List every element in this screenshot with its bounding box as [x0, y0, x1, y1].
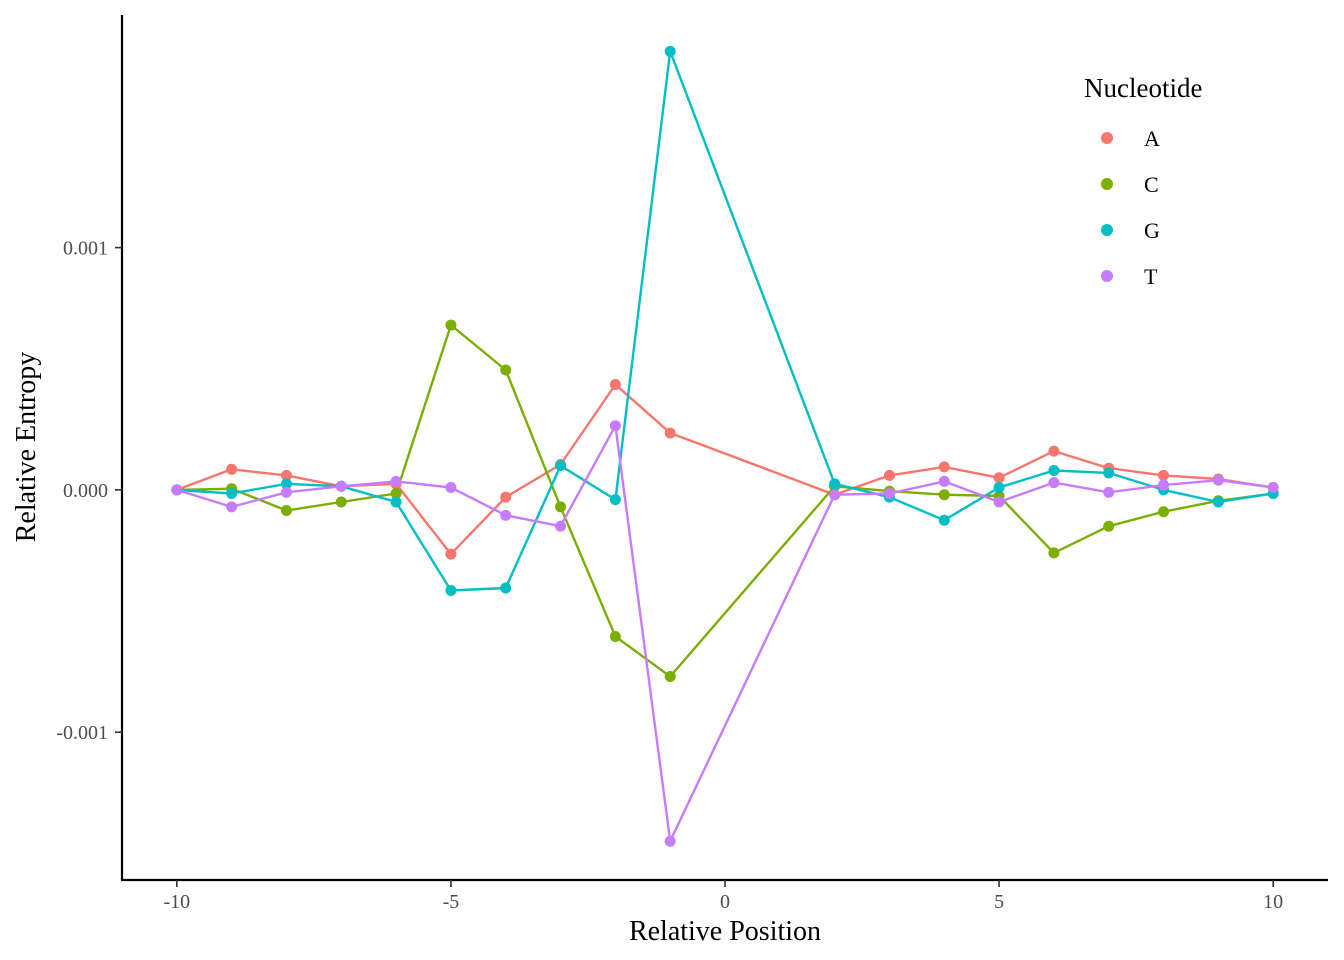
data-point-G — [555, 460, 567, 472]
data-point-C — [1103, 520, 1115, 532]
legend-label: C — [1144, 172, 1159, 197]
data-point-T — [1158, 479, 1170, 491]
data-point-A — [938, 461, 950, 473]
data-point-G — [829, 478, 841, 490]
data-point-A — [226, 463, 238, 475]
x-tick-label: -5 — [443, 891, 460, 913]
y-axis-title: Relative Entropy — [11, 352, 42, 543]
data-point-A — [609, 379, 621, 391]
legend-label: T — [1144, 264, 1158, 289]
data-point-A — [993, 472, 1005, 484]
data-point-A — [883, 469, 895, 481]
data-point-G — [1212, 496, 1224, 508]
legend-title: Nucleotide — [1084, 73, 1202, 103]
data-point-C — [938, 489, 950, 501]
x-axis-title: Relative Position — [629, 916, 821, 947]
data-point-T — [226, 501, 238, 513]
data-point-C — [664, 670, 676, 682]
data-point-A — [500, 491, 512, 503]
x-tick-label: 10 — [1263, 891, 1283, 913]
data-point-A — [664, 427, 676, 439]
data-point-T — [445, 481, 457, 493]
data-point-T — [1103, 486, 1115, 498]
data-point-T — [1048, 477, 1060, 489]
data-point-T — [993, 496, 1005, 508]
data-point-A — [280, 469, 292, 481]
y-tick-label: 0.000 — [63, 480, 108, 502]
data-point-T — [1267, 481, 1279, 493]
legend-key-A — [1101, 132, 1113, 144]
legend-key-G — [1101, 224, 1113, 236]
data-point-C — [500, 364, 512, 376]
data-point-C — [1048, 547, 1060, 559]
y-axis-ticks: -0.001 0.000 0.001 — [56, 238, 122, 744]
y-tick-label: 0.001 — [63, 238, 108, 260]
data-point-T — [500, 509, 512, 521]
data-point-T — [555, 520, 567, 532]
data-point-C — [335, 496, 347, 508]
y-tick-label: -0.001 — [56, 722, 108, 744]
data-point-T — [390, 475, 402, 487]
legend-label: G — [1144, 218, 1160, 243]
data-point-T — [609, 420, 621, 432]
series-line-G — [176, 50, 1274, 592]
data-point-T — [280, 486, 292, 498]
data-point-G — [500, 582, 512, 594]
data-point-G — [664, 45, 676, 57]
data-point-G — [390, 496, 402, 508]
x-axis-ticks: -10 -5 0 5 10 — [163, 880, 1283, 913]
data-point-A — [1158, 469, 1170, 481]
legend-key-C — [1101, 178, 1113, 190]
axes: -10 -5 0 5 10 -0.001 0.000 0.001 — [56, 15, 1328, 913]
data-point-T — [171, 484, 183, 496]
data-point-G — [1048, 465, 1060, 477]
x-tick-label: -10 — [163, 891, 190, 913]
x-tick-label: 0 — [720, 891, 730, 913]
data-point-G — [938, 514, 950, 526]
data-point-C — [390, 488, 402, 500]
data-point-C — [1158, 506, 1170, 518]
data-point-G — [993, 481, 1005, 493]
legend-key-T — [1101, 270, 1113, 282]
data-point-G — [280, 478, 292, 490]
data-point-T — [829, 489, 841, 501]
data-point-C — [445, 319, 457, 331]
data-point-C — [280, 504, 292, 516]
plot-area — [171, 45, 1279, 847]
data-point-T — [335, 480, 347, 492]
data-point-A — [1048, 445, 1060, 457]
data-point-G — [609, 494, 621, 506]
data-point-C — [555, 501, 567, 513]
data-point-T — [664, 835, 676, 847]
data-point-T — [883, 488, 895, 500]
data-point-A — [445, 548, 457, 560]
data-point-T — [938, 475, 950, 487]
x-tick-label: 5 — [994, 891, 1004, 913]
data-point-G — [1103, 467, 1115, 479]
data-point-T — [1212, 474, 1224, 486]
data-point-G — [226, 488, 238, 500]
data-point-C — [609, 630, 621, 642]
data-point-G — [445, 584, 457, 596]
legend-label: A — [1144, 126, 1160, 151]
